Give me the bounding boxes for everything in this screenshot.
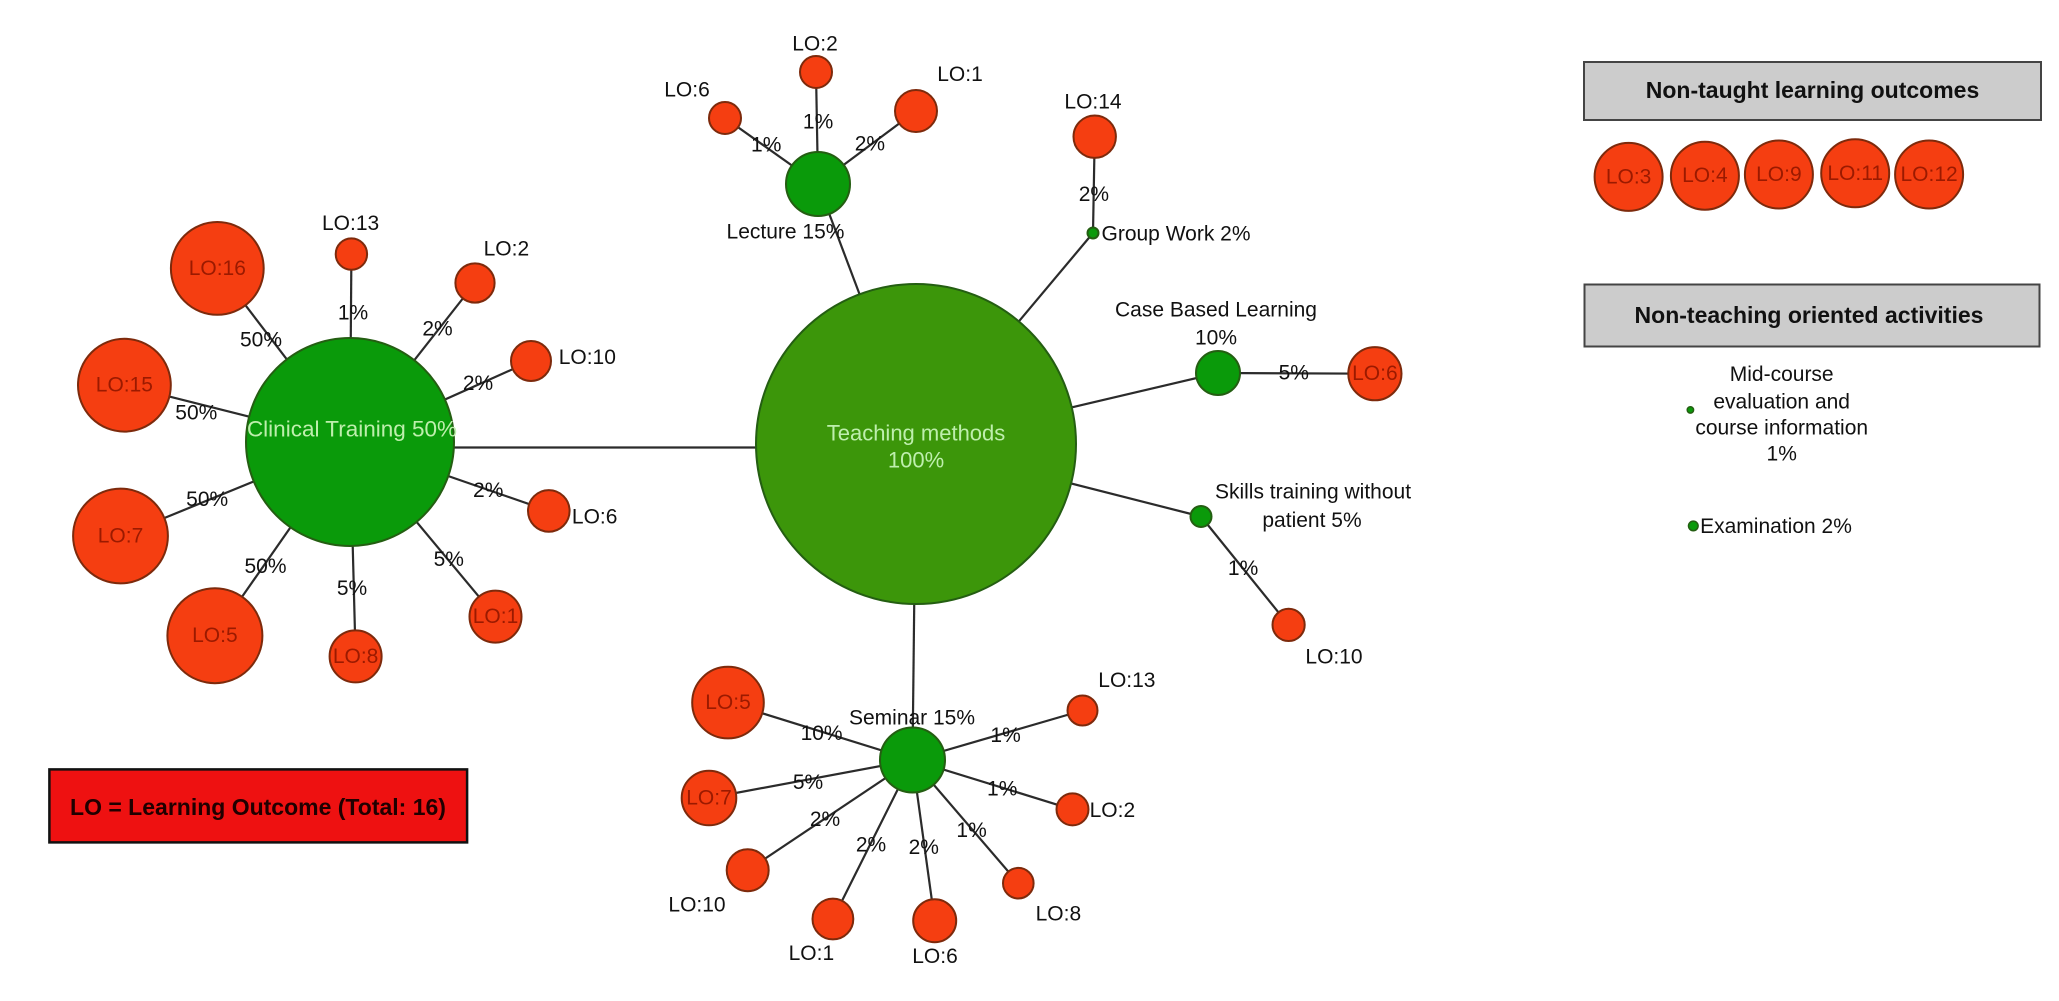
svg-text:50%: 50% xyxy=(186,488,228,511)
svg-text:2%: 2% xyxy=(1079,183,1109,206)
svg-text:LO:15: LO:15 xyxy=(96,374,153,397)
svg-text:2%: 2% xyxy=(810,808,840,831)
svg-text:1%: 1% xyxy=(803,110,833,133)
svg-text:LO:8: LO:8 xyxy=(1036,902,1082,925)
svg-text:1%: 1% xyxy=(990,724,1020,747)
svg-text:5%: 5% xyxy=(793,771,823,794)
svg-text:evaluation and: evaluation and xyxy=(1713,390,1850,413)
svg-text:2%: 2% xyxy=(463,372,493,395)
svg-text:Non-taught learning outcomes: Non-taught learning outcomes xyxy=(1646,77,1980,103)
svg-text:Clinical Training 50%: Clinical Training 50% xyxy=(247,417,457,442)
svg-text:LO:7: LO:7 xyxy=(686,787,732,810)
svg-text:Group Work 2%: Group Work 2% xyxy=(1102,223,1251,246)
svg-text:Lecture 15%: Lecture 15% xyxy=(727,221,845,244)
svg-text:LO:10: LO:10 xyxy=(559,346,616,369)
svg-text:LO:9: LO:9 xyxy=(1756,163,1802,186)
svg-text:50%: 50% xyxy=(244,555,286,578)
svg-text:5%: 5% xyxy=(337,577,367,600)
svg-text:LO:12: LO:12 xyxy=(1900,163,1957,186)
svg-text:100%: 100% xyxy=(888,448,944,473)
svg-text:LO:16: LO:16 xyxy=(189,257,246,280)
svg-text:LO:3: LO:3 xyxy=(1606,165,1652,188)
svg-text:2%: 2% xyxy=(422,318,452,341)
svg-text:Mid-course: Mid-course xyxy=(1730,363,1834,386)
svg-text:LO:13: LO:13 xyxy=(1098,669,1155,692)
svg-text:LO:5: LO:5 xyxy=(192,624,238,647)
svg-text:50%: 50% xyxy=(175,402,217,425)
svg-text:5%: 5% xyxy=(434,548,464,571)
svg-text:Non-teaching oriented activiti: Non-teaching oriented activities xyxy=(1635,302,1984,328)
svg-text:Examination 2%: Examination 2% xyxy=(1700,515,1852,538)
svg-text:1%: 1% xyxy=(338,302,368,325)
svg-text:10%: 10% xyxy=(801,722,843,745)
svg-text:LO:2: LO:2 xyxy=(792,33,838,56)
svg-text:Teaching methods: Teaching methods xyxy=(827,421,1006,446)
svg-text:2%: 2% xyxy=(856,834,886,857)
svg-text:LO:6: LO:6 xyxy=(1352,362,1398,385)
svg-text:1%: 1% xyxy=(1767,443,1797,466)
svg-text:LO:6: LO:6 xyxy=(572,506,618,529)
svg-text:50%: 50% xyxy=(240,329,282,352)
svg-text:LO:10: LO:10 xyxy=(1305,646,1362,669)
svg-text:Skills training without: Skills training without xyxy=(1215,481,1411,504)
svg-text:1%: 1% xyxy=(1228,557,1258,580)
svg-text:10%: 10% xyxy=(1195,327,1237,350)
svg-text:LO:6: LO:6 xyxy=(912,945,958,968)
svg-text:1%: 1% xyxy=(956,819,986,842)
svg-text:2%: 2% xyxy=(855,133,885,156)
svg-text:patient 5%: patient 5% xyxy=(1262,509,1361,532)
svg-text:LO:1: LO:1 xyxy=(473,605,519,628)
svg-text:Seminar 15%: Seminar 15% xyxy=(849,707,975,730)
svg-text:LO:14: LO:14 xyxy=(1064,91,1122,114)
svg-text:LO:1: LO:1 xyxy=(937,63,983,86)
svg-text:LO:11: LO:11 xyxy=(1827,162,1883,185)
svg-text:LO:2: LO:2 xyxy=(1090,799,1136,822)
svg-text:LO:13: LO:13 xyxy=(322,212,379,235)
svg-text:2%: 2% xyxy=(473,479,503,502)
svg-text:LO:10: LO:10 xyxy=(668,894,725,917)
svg-text:LO:1: LO:1 xyxy=(789,942,835,965)
svg-text:5%: 5% xyxy=(1279,361,1309,384)
svg-text:LO:7: LO:7 xyxy=(98,525,144,548)
svg-text:1%: 1% xyxy=(751,133,781,156)
svg-text:LO:2: LO:2 xyxy=(484,238,530,261)
svg-text:LO:6: LO:6 xyxy=(664,79,710,102)
svg-text:LO = Learning Outcome (Total:: LO = Learning Outcome (Total: 16) xyxy=(70,794,446,820)
svg-text:LO:4: LO:4 xyxy=(1682,164,1728,187)
svg-text:Case Based Learning: Case Based Learning xyxy=(1115,299,1317,322)
svg-text:2%: 2% xyxy=(909,836,939,859)
svg-text:LO:5: LO:5 xyxy=(705,691,751,714)
svg-text:1%: 1% xyxy=(987,777,1017,800)
svg-text:course information: course information xyxy=(1695,416,1868,439)
svg-text:LO:8: LO:8 xyxy=(333,645,379,668)
